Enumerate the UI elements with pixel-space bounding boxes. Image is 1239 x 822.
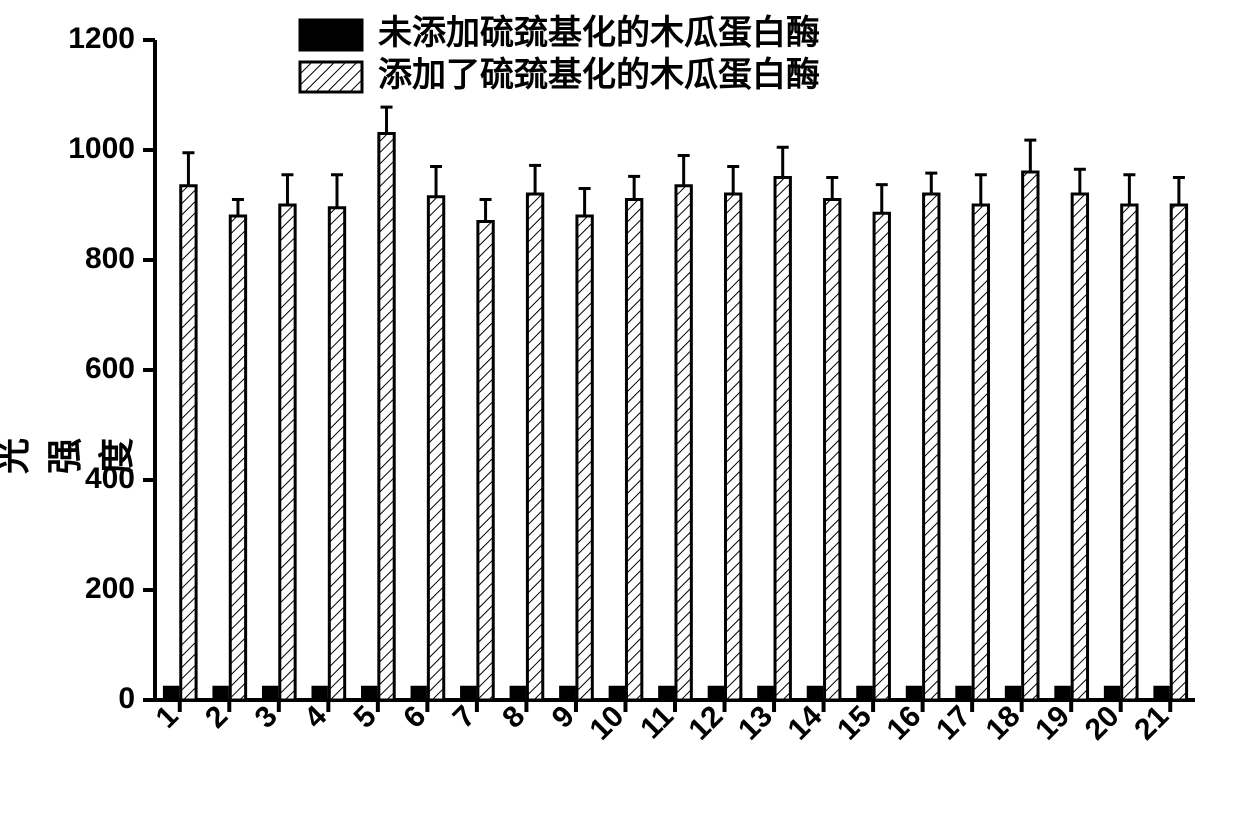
- bar-with_enzyme: [230, 216, 245, 700]
- x-tick-label: 18: [980, 700, 1027, 747]
- chart-container: 020040060080010001200 123456789101112131…: [0, 0, 1239, 817]
- bar-with_enzyme: [478, 222, 493, 701]
- bar-no_enzyme: [262, 686, 277, 700]
- x-tick-label: 17: [930, 700, 977, 747]
- bar-no_enzyme: [857, 686, 872, 700]
- y-tick-label: 1200: [68, 22, 135, 55]
- bar-with_enzyme: [329, 208, 344, 700]
- bars: [163, 134, 1186, 701]
- y-ticks: 020040060080010001200: [68, 22, 155, 715]
- bar-no_enzyme: [411, 686, 426, 700]
- bar-no_enzyme: [956, 686, 971, 700]
- bar-with_enzyme: [1122, 205, 1137, 700]
- legend-label: 未添加硫巯基化的木瓜蛋白酶: [378, 14, 820, 52]
- x-tick-label: 13: [732, 700, 779, 747]
- bar-with_enzyme: [1023, 172, 1038, 700]
- bar-with_enzyme: [676, 186, 691, 700]
- bar-no_enzyme: [213, 686, 228, 700]
- bar-no_enzyme: [1055, 686, 1070, 700]
- bar-no_enzyme: [362, 686, 377, 700]
- bar-no_enzyme: [312, 686, 327, 700]
- bar-no_enzyme: [708, 686, 723, 700]
- bar-with_enzyme: [1171, 205, 1186, 700]
- bar-no_enzyme: [807, 686, 822, 700]
- legend-label: 添加了硫巯基化的木瓜蛋白酶: [378, 56, 820, 94]
- legend-swatch: [300, 20, 362, 50]
- x-tick-label: 15: [831, 700, 878, 747]
- bar-chart-svg: 020040060080010001200 123456789101112131…: [0, 0, 1239, 817]
- y-tick-label: 800: [85, 242, 135, 275]
- y-tick-label: 1000: [68, 132, 135, 165]
- x-tick-label: 16: [881, 700, 928, 747]
- bar-with_enzyme: [181, 186, 196, 700]
- bar-no_enzyme: [510, 686, 525, 700]
- bar-with_enzyme: [626, 200, 641, 701]
- x-tick-label: 10: [583, 700, 630, 747]
- bar-with_enzyme: [726, 194, 741, 700]
- bar-with_enzyme: [428, 197, 443, 700]
- bar-with_enzyme: [527, 194, 542, 700]
- bar-with_enzyme: [825, 200, 840, 701]
- y-tick-label: 0: [118, 682, 135, 715]
- x-ticks: 123456789101112131415161718192021: [150, 699, 1176, 746]
- x-tick-label: 21: [1128, 700, 1175, 747]
- bar-with_enzyme: [874, 213, 889, 700]
- bar-no_enzyme: [609, 686, 624, 700]
- bar-no_enzyme: [1104, 686, 1119, 700]
- x-tick-label: 12: [683, 700, 730, 747]
- legend-swatch: [300, 62, 362, 92]
- bar-no_enzyme: [163, 686, 178, 700]
- y-tick-label: 600: [85, 352, 135, 385]
- bar-with_enzyme: [577, 216, 592, 700]
- bar-no_enzyme: [1154, 686, 1169, 700]
- bar-with_enzyme: [280, 205, 295, 700]
- bar-with_enzyme: [775, 178, 790, 701]
- bar-with_enzyme: [1072, 194, 1087, 700]
- x-tick-label: 20: [1079, 700, 1126, 747]
- x-tick-label: 19: [1029, 700, 1076, 747]
- bar-with_enzyme: [973, 205, 988, 700]
- y-tick-label: 200: [85, 572, 135, 605]
- bar-no_enzyme: [659, 686, 674, 700]
- legend: 未添加硫巯基化的木瓜蛋白酶添加了硫巯基化的木瓜蛋白酶: [300, 14, 820, 94]
- bar-no_enzyme: [906, 686, 921, 700]
- bar-with_enzyme: [379, 134, 394, 701]
- bar-no_enzyme: [560, 686, 575, 700]
- bar-with_enzyme: [924, 194, 939, 700]
- bar-no_enzyme: [758, 686, 773, 700]
- y-axis-label: 荧光强度: [0, 426, 140, 486]
- bar-no_enzyme: [461, 686, 476, 700]
- bar-no_enzyme: [1005, 686, 1020, 700]
